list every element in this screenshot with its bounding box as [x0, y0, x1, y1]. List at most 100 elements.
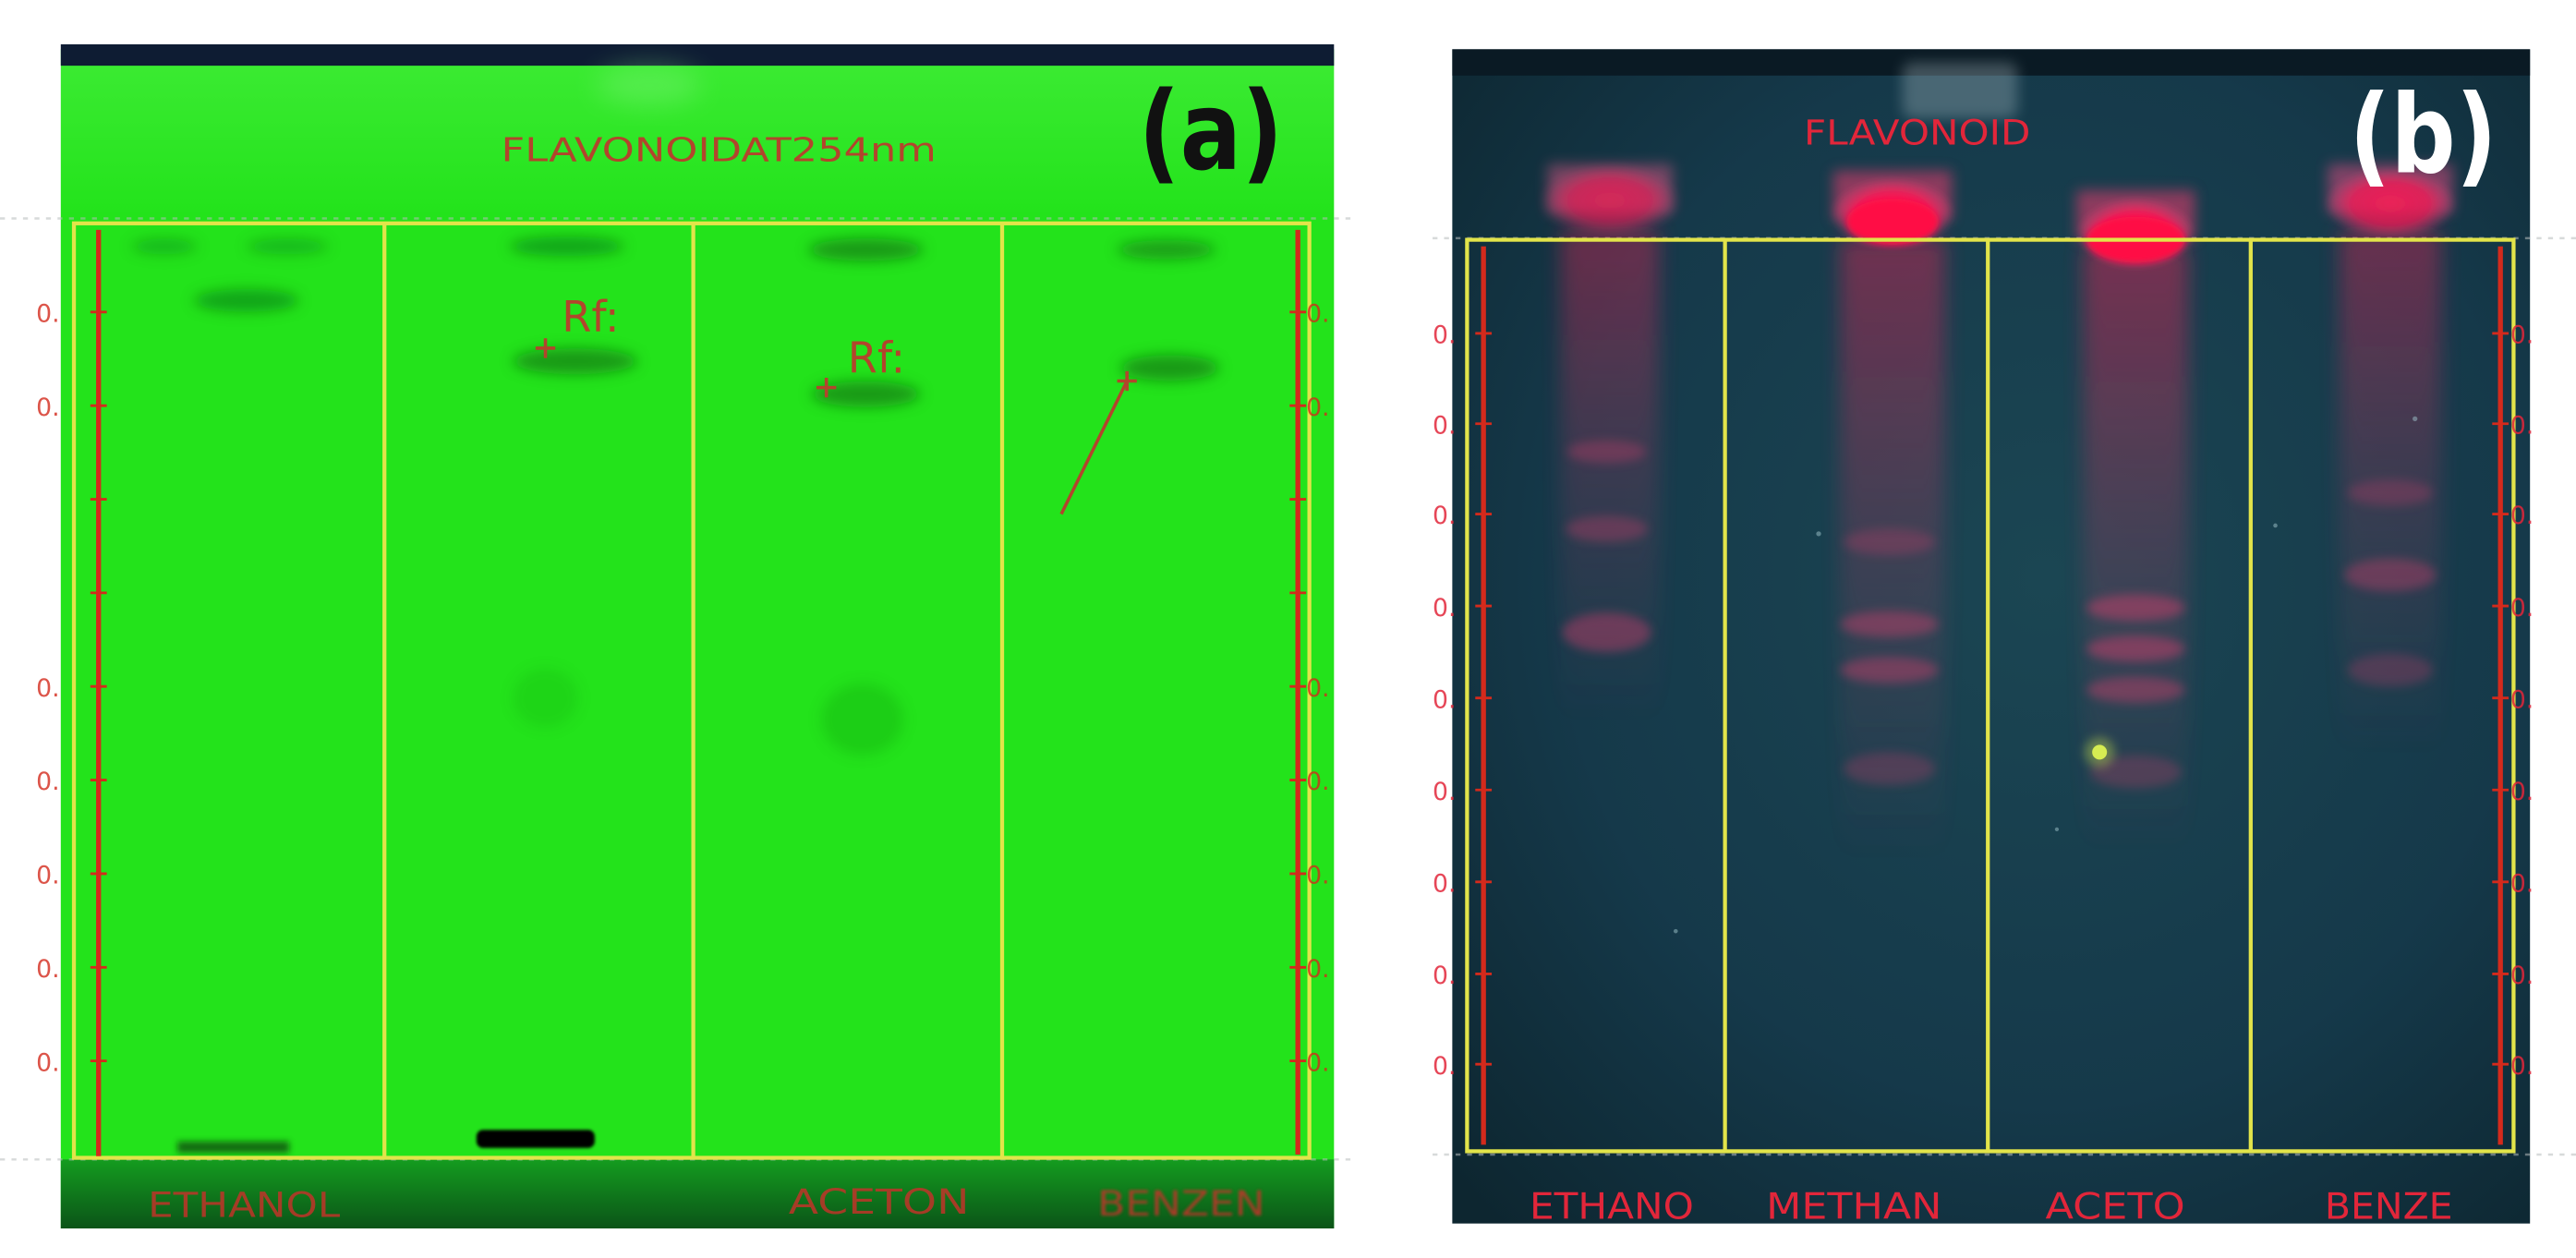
sample-band	[2089, 755, 2183, 789]
faint-smudge	[821, 683, 904, 756]
rf-scale-label: 0.	[1433, 869, 1456, 898]
spot-marker	[535, 338, 556, 358]
lane-label-benzen: BENZEN	[1097, 1183, 1264, 1224]
sample-band	[2086, 676, 2185, 704]
spot-marker	[816, 377, 837, 398]
rf-scale-label: 0.	[36, 393, 59, 422]
plate-a-top-edge	[60, 44, 1335, 67]
sample-band	[1840, 657, 1939, 683]
rf-scale-label: 0.	[1433, 321, 1456, 350]
lane-label-benzene: BENZE	[2325, 1186, 2453, 1228]
rf-scale-label: 0.	[2510, 778, 2534, 806]
panel-a-rf-annotations: Rf: Rf:	[535, 292, 1137, 515]
sample-band	[2347, 479, 2434, 506]
lane-label-methanol: METHAN	[1766, 1186, 1941, 1228]
sample-spot	[512, 347, 638, 375]
rf-scale-label: 0.	[1433, 778, 1456, 806]
panel-b: 0. 0. 0. 0. 0. 0. 0. 0. 0. 0. 0. 0. 0. 0. 0. 0. 0. 0. FLA…	[1433, 49, 2576, 1228]
solvent-front-smudge	[808, 237, 924, 261]
sample-spot	[811, 381, 921, 407]
sample-band	[1566, 515, 1649, 542]
lane-4-spots	[2324, 163, 2457, 756]
lane-label-acetone: ACETO	[2045, 1186, 2184, 1228]
rf-pointer-line	[1059, 380, 1129, 515]
panel-a-letter: (a)	[1139, 68, 1284, 195]
panel-a-ruler-ticks: 0. 0. 0. 0. 0. 0. 0. 0. 0. 0. 0. 0. 0. 0.	[36, 300, 1329, 1078]
panel-b-ruler-ticks: 0. 0. 0. 0. 0. 0. 0. 0. 0. 0. 0. 0. 0. 0. 0. 0. 0. 0.	[1433, 321, 2534, 1081]
lane-2-spots	[1830, 170, 1955, 863]
panel-b-letter: (b)	[2350, 72, 2497, 199]
rf-scale-label: 0.	[1306, 1048, 1329, 1077]
sample-band	[2086, 594, 2185, 622]
plate-a-glare	[596, 66, 702, 105]
lane-label-ethanol: ETHANOL	[148, 1185, 340, 1226]
speck	[1673, 928, 1678, 934]
lane-1-spots	[1541, 163, 1679, 723]
plate-b-specks	[1673, 416, 2418, 934]
rf-scale-label: 0.	[2510, 1052, 2534, 1081]
rf-scale-label: 0.	[1306, 674, 1329, 703]
rf-scale-label: 0.	[2510, 594, 2534, 623]
rf-scale-label: 0.	[36, 300, 59, 329]
top-spot-core	[1846, 199, 1939, 245]
rf-scale-label: 0.	[1433, 502, 1456, 530]
speck	[2054, 827, 2060, 832]
lane-3-spots	[2076, 190, 2195, 854]
top-spot	[2324, 167, 2457, 240]
sample-band	[1843, 528, 1936, 555]
sample-band	[1562, 612, 1651, 652]
rf-scale-label: 0.	[36, 862, 59, 890]
speck	[2413, 416, 2418, 422]
panel-a: 0. 0. 0. 0. 0. 0. 0. 0. 0. 0. 0. 0. 0. 0. Rf: Rf: FLA…	[0, 44, 1351, 1228]
faint-smudge	[512, 668, 579, 728]
rf-scale-label: 0.	[1433, 962, 1456, 990]
sample-band	[2344, 558, 2437, 592]
speck	[1816, 531, 1821, 537]
rf-scale-label: 0.	[36, 768, 59, 796]
rf-scale-label: 0.	[1306, 393, 1329, 422]
plate-a	[60, 49, 1335, 1228]
plate-a-bottom-band	[60, 1159, 1335, 1228]
sample-spot	[1120, 355, 1219, 381]
plate-b-glare	[1902, 62, 2018, 119]
top-spot	[1541, 163, 1679, 237]
rf-scale-label: 0.	[1306, 300, 1329, 329]
sample-band	[1843, 752, 1936, 785]
rf-scale-label: 0.	[1306, 768, 1329, 796]
rf-scale-label: 0.	[2510, 321, 2534, 350]
sample-band	[2347, 653, 2434, 687]
lane-label-ethanol: ETHANO	[1530, 1186, 1694, 1228]
sample-spot	[193, 288, 299, 312]
rf-scale-label: 0.	[1306, 955, 1329, 984]
sample-band	[2086, 635, 2185, 662]
rf-scale-label: 0.	[1433, 685, 1456, 714]
rf-scale-label: 0.	[1306, 862, 1329, 890]
solvent-front-smudge	[1117, 239, 1216, 260]
lane-frame-border	[1465, 237, 2516, 1154]
rf-scale-label: 0.	[2510, 869, 2534, 898]
solvent-front-smudge	[246, 237, 329, 255]
rf-scale-label: 0.	[2510, 502, 2534, 530]
rf-scale-label: 0.	[36, 674, 59, 703]
rf-scale-label: 0.	[2510, 962, 2534, 990]
rf-scale-label: 0.	[1433, 411, 1456, 440]
panel-b-title: FLAVONOID	[1804, 112, 2030, 152]
rf-scale-label: 0.	[2510, 411, 2534, 440]
sample-band	[1840, 611, 1939, 637]
sample-band	[1566, 440, 1647, 464]
fluorescent-dot	[2092, 744, 2108, 760]
speck	[2273, 523, 2278, 528]
panel-a-lane-frame	[71, 221, 1312, 1160]
solvent-front-smudge	[131, 237, 198, 255]
rf-annotation: Rf:	[562, 292, 619, 342]
rf-scale-label: 0.	[1433, 1052, 1456, 1081]
rf-scale-label: 0.	[1433, 594, 1456, 623]
lane-label-aceton: ACETON	[789, 1181, 970, 1222]
solvent-front-smudge	[509, 236, 624, 257]
origin-spot	[476, 1130, 595, 1148]
rf-scale-label: 0.	[2510, 685, 2534, 714]
rf-scale-label: 0.	[36, 1048, 59, 1077]
origin-spot	[177, 1141, 290, 1154]
rf-scale-label: 0.	[36, 955, 59, 984]
